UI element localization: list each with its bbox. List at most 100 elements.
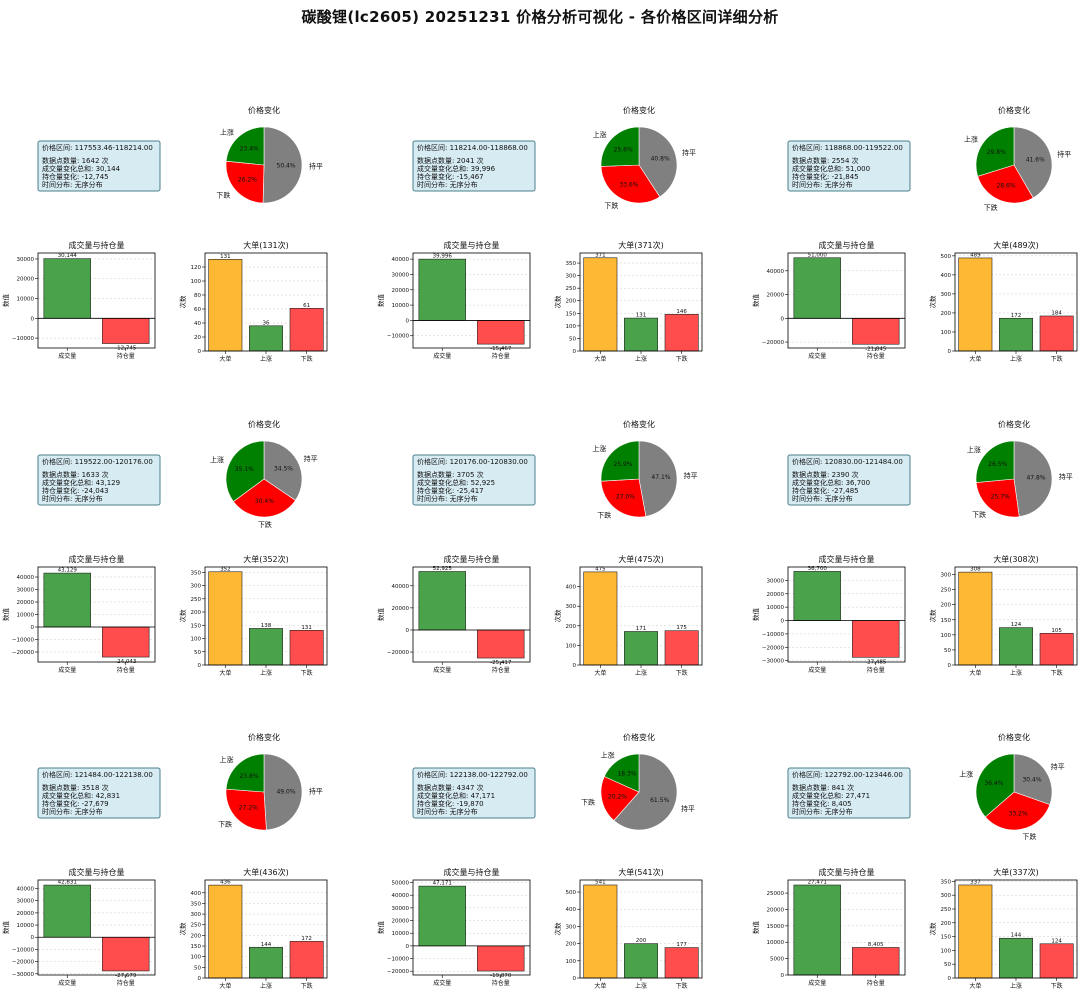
pie-slice-up-label: 上涨 xyxy=(593,130,607,139)
pie-slice-down xyxy=(600,478,647,518)
pie-slice-flat-label: 持平 xyxy=(309,787,323,796)
bar-2 xyxy=(624,943,658,979)
info-count: 数据点数量: 4347 次 xyxy=(417,783,484,792)
bar-1 xyxy=(418,885,466,947)
x-tick-label: 大单 xyxy=(594,355,606,363)
y-tick-label: 300 xyxy=(191,584,202,590)
big-order-chart-title: 大单(371次) xyxy=(618,240,664,250)
bar-value-label: 475 xyxy=(595,566,606,572)
bar-2 xyxy=(477,320,525,345)
bar-value-label: 131 xyxy=(301,625,312,631)
info-volume-sum: 成交量变化总和: 42,831 xyxy=(42,791,120,800)
x-tick-label: 成交量 xyxy=(808,352,826,360)
y-tick-label: 400 xyxy=(566,585,577,591)
big-order-chart-title: 大单(436次) xyxy=(243,867,289,877)
y-tick-label: 100 xyxy=(941,330,952,336)
y-tick-label: 20000 xyxy=(17,600,35,606)
bar-2 xyxy=(624,631,658,666)
pie-slice-flat-label: 持平 xyxy=(1057,149,1071,158)
bar-value-label: 30,144 xyxy=(58,253,78,259)
bar-value-label: 131 xyxy=(636,313,647,319)
info-open-interest: 持仓量变化: -27,485 xyxy=(792,486,859,495)
bar-2 xyxy=(102,626,150,658)
pie-slice-down xyxy=(975,478,1020,518)
bar-1 xyxy=(43,884,91,938)
pie-slice-flat-pct: 47.1% xyxy=(651,474,670,481)
panel-8: 价格区间: 122138.00-122792.00 数据点数量: 4347 次成交… xyxy=(376,732,703,990)
bar-1 xyxy=(583,571,618,666)
big-order-chart-title: 大单(131次) xyxy=(243,240,289,250)
y-tick-label: 0 xyxy=(406,318,410,324)
volume-chart-title: 成交量与持仓量 xyxy=(69,554,125,564)
x-tick-label: 大单 xyxy=(969,355,981,363)
bar-2 xyxy=(852,318,900,345)
info-time-distribution: 时间分布: 无序分布 xyxy=(42,807,103,816)
x-tick-label: 上涨 xyxy=(1010,982,1022,990)
info-box xyxy=(787,140,911,192)
x-tick-label: 下跌 xyxy=(1051,355,1063,363)
axes-frame xyxy=(37,252,156,349)
y-tick-label: −10000 xyxy=(387,957,410,963)
y-tick-label: 40000 xyxy=(17,575,35,581)
y-tick-label: −10000 xyxy=(12,638,35,644)
y-tick-label: 20000 xyxy=(17,277,35,283)
info-open-interest: 持仓量变化: -24,043 xyxy=(42,486,109,495)
y-tick-label: 20000 xyxy=(767,293,785,299)
y-tick-label: 150 xyxy=(191,623,202,629)
pie-slice-down-label: 下跌 xyxy=(581,798,595,807)
y-tick-label: −20000 xyxy=(12,960,35,966)
big-order-chart-title: 大单(352次) xyxy=(243,554,289,564)
x-tick-label: 上涨 xyxy=(1010,669,1022,677)
x-tick-label: 持仓量 xyxy=(867,979,885,987)
y-tick-label: 300 xyxy=(941,893,952,899)
y-tick-label: 400 xyxy=(566,907,577,913)
y-tick-label: 10000 xyxy=(392,931,410,937)
y-tick-label: 40000 xyxy=(17,887,35,893)
axes-frame xyxy=(579,252,703,352)
y-tick-label: −20000 xyxy=(762,340,785,346)
pie-slice-up xyxy=(975,440,1015,483)
bar-3 xyxy=(664,630,699,666)
y-tick-label: 300 xyxy=(191,912,202,918)
bar-value-label: 131 xyxy=(220,254,231,260)
y-tick-label: 40000 xyxy=(392,893,410,899)
bar-value-label: 124 xyxy=(1051,938,1062,944)
pie-slice-down-pct: 26.2% xyxy=(238,177,257,184)
pie-slice-up-label: 上涨 xyxy=(601,750,615,759)
y-tick-label: 80 xyxy=(194,293,201,299)
pie-slice-flat xyxy=(1013,440,1053,517)
y-tick-label: 30000 xyxy=(17,257,35,263)
pie-slice-flat-pct: 50.4% xyxy=(277,162,296,169)
info-box xyxy=(412,454,536,506)
y-tick-label: 10000 xyxy=(17,613,35,619)
bar-value-label: 489 xyxy=(970,252,981,258)
y-tick-label: 50 xyxy=(569,336,576,342)
y-axis-label: 次数 xyxy=(178,922,187,936)
bar-value-label: 184 xyxy=(1051,310,1062,316)
bar-1 xyxy=(43,572,91,628)
bar-1 xyxy=(418,571,466,631)
info-volume-sum: 成交量变化总和: 39,996 xyxy=(417,164,496,173)
x-tick-label: 下跌 xyxy=(676,355,688,363)
info-box xyxy=(37,767,161,819)
y-tick-label: 40000 xyxy=(392,584,410,590)
y-tick-label: 250 xyxy=(566,286,577,292)
volume-chart-title: 成交量与持仓量 xyxy=(819,554,875,564)
bar-value-label: 371 xyxy=(595,252,606,258)
y-tick-label: 25000 xyxy=(767,891,785,897)
volume-chart-title: 成交量与持仓量 xyxy=(819,240,875,250)
x-tick-label: 下跌 xyxy=(301,982,313,990)
bar-3 xyxy=(1039,633,1074,666)
y-tick-label: 0 xyxy=(781,973,785,979)
pie-slice-up-label: 上涨 xyxy=(220,128,234,137)
panel-3: 价格区间: 118868.00-119522.00 数据点数量: 2554 次成交… xyxy=(751,105,1078,363)
pie-slice-up-label: 上涨 xyxy=(592,444,606,453)
volume-chart-title: 成交量与持仓量 xyxy=(444,554,500,564)
y-tick-label: 10000 xyxy=(767,605,785,611)
info-open-interest: 持仓量变化: -15,467 xyxy=(417,172,484,181)
info-open-interest: 持仓量变化: 8,405 xyxy=(792,799,852,808)
y-tick-label: 50 xyxy=(944,962,951,968)
x-tick-label: 大单 xyxy=(594,669,606,677)
y-tick-label: 0 xyxy=(948,663,952,669)
